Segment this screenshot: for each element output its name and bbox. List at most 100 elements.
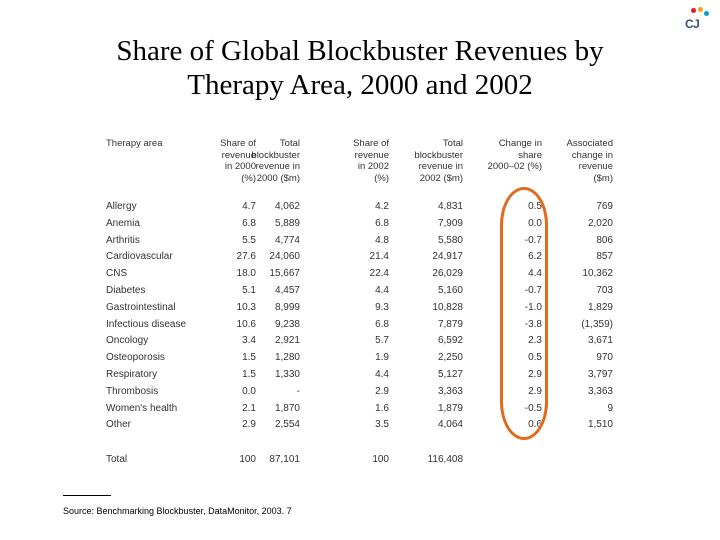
cell-revenue-2000: 8,999 [274, 301, 300, 313]
cell-share-2002: 5.7 [375, 335, 389, 347]
cell-change-in-share: 2.9 [528, 369, 542, 380]
cell-share-2002: 3.5 [375, 419, 389, 431]
cell-share-2002: 9.3 [375, 301, 389, 313]
cell-share-2000: 3.4 [242, 335, 256, 347]
header-line: Share of [353, 138, 389, 149]
cell-revenue-2000: 1,330 [274, 369, 300, 380]
logo-text: CJ [685, 17, 700, 31]
cell-revenue-2002: 4,064 [437, 419, 463, 431]
cell-revenue-2000: 4,062 [274, 201, 300, 212]
cell-associated-change: 1,510 [587, 419, 613, 431]
title-line-2: Therapy Area, 2000 and 2002 [187, 69, 533, 101]
logo-dot-red [691, 8, 696, 13]
cell-share-2002: 6.8 [375, 318, 389, 330]
cell-share-2000: 100 [239, 454, 256, 465]
cell-share-2000: 2.1 [242, 402, 256, 414]
cell-share-2002: 6.8 [375, 217, 389, 229]
cell-revenue-2002: 1,879 [437, 402, 463, 414]
cell-revenue-2000: 24,060 [269, 251, 300, 263]
header-line: Associated [566, 138, 613, 149]
cell-share-2000: 5.1 [242, 285, 256, 296]
header-line: revenue in [255, 161, 300, 172]
cell-therapy-area: CNS [106, 268, 128, 280]
header-revenue-2000: Total blockbuster revenue in 2000 ($m) [251, 138, 300, 184]
cell-share-2002: 4.4 [375, 285, 389, 296]
cell-revenue-2002: 7,879 [437, 318, 463, 330]
header-line: blockbuster [414, 149, 463, 161]
header-line: revenue [221, 149, 256, 161]
header-line: (%) [241, 172, 256, 184]
cell-change-in-share: -3.8 [524, 318, 542, 330]
cell-revenue-2000: 5,889 [274, 217, 300, 229]
cell-share-2000: 1.5 [242, 369, 256, 380]
header-share-2002: Share of revenue in 2002 (%) [353, 138, 389, 184]
cell-associated-change: 9 [607, 402, 613, 414]
header-revenue-2002: Total blockbuster revenue in 2002 ($m) [414, 138, 463, 184]
header-line: revenue [354, 149, 389, 161]
cell-share-2000: 6.8 [242, 217, 256, 229]
cell-share-2000: 10.6 [236, 318, 256, 330]
header-line: change in [571, 149, 613, 161]
cell-revenue-2002: 2,250 [437, 352, 463, 364]
change-in-share-highlight-oval [500, 187, 548, 440]
header-line: revenue in [418, 161, 463, 172]
cell-revenue-2000: 4,774 [274, 234, 300, 246]
header-line: in 2002 [357, 161, 389, 172]
cell-revenue-2002: 7,909 [437, 217, 463, 229]
cell-therapy-area: Other [106, 419, 132, 431]
cell-revenue-2002: 24,917 [432, 251, 463, 263]
cell-revenue-2002: 6,592 [437, 335, 463, 347]
cell-revenue-2002: 5,580 [437, 234, 463, 246]
header-line: in 2000 [224, 161, 256, 172]
cell-therapy-area: Oncology [106, 335, 149, 347]
cell-revenue-2000: 9,238 [274, 318, 300, 330]
cell-share-2002: 2.9 [375, 385, 389, 397]
logo-dot-orange [698, 7, 703, 12]
header-change-in-share: Change in share 2000–02 (%) [488, 138, 542, 173]
cell-associated-change: 3,797 [587, 369, 613, 380]
cell-share-2000: 2.9 [242, 419, 256, 431]
header-line: Share of [220, 138, 256, 149]
cell-associated-change: 3,671 [587, 335, 613, 347]
footnote-rule [63, 495, 111, 496]
logo-dot-blue [704, 11, 709, 16]
cell-share-2002: 4.8 [375, 234, 389, 246]
cell-revenue-2000: 87,101 [269, 454, 300, 465]
cell-share-2002: 4.4 [375, 369, 389, 380]
cell-revenue-2002: 116,408 [427, 454, 463, 465]
cell-share-2000: 0.0 [242, 385, 256, 397]
cell-associated-change: 769 [596, 201, 613, 212]
cell-share-2000: 10.3 [236, 301, 256, 313]
cell-therapy-area: Cardiovascular [106, 251, 173, 263]
cell-revenue-2000: 15,667 [269, 268, 300, 280]
cell-revenue-2002: 5,160 [437, 285, 463, 296]
cell-revenue-2000: 4,457 [274, 285, 300, 296]
cell-therapy-area: Anemia [106, 217, 140, 229]
cell-share-2000: 27.6 [236, 251, 256, 263]
cell-share-2000: 5.5 [242, 234, 256, 246]
header-line: blockbuster [251, 149, 300, 161]
header-line: (%) [374, 172, 389, 184]
cell-associated-change: 10,362 [582, 268, 613, 280]
cell-change-in-share: 2.9 [528, 385, 542, 397]
source-note: Source: Benchmarking Blockbuster, DataMo… [63, 506, 292, 516]
cell-therapy-area: Thrombosis [106, 385, 159, 397]
cell-share-2002: 100 [372, 454, 389, 465]
cell-change-in-share: -0.7 [524, 285, 542, 296]
cell-share-2002: 1.9 [375, 352, 389, 364]
cell-change-in-share: 2.3 [528, 335, 542, 347]
cell-change-in-share: -0.7 [524, 234, 542, 246]
cell-share-2002: 21.4 [369, 251, 389, 263]
header-line: Total [442, 138, 463, 149]
cell-share-2000: 18.0 [236, 268, 256, 280]
cell-therapy-area: Diabetes [106, 285, 146, 296]
header-line: Total [279, 138, 300, 149]
cj-logo: CJ [683, 6, 715, 36]
cell-change-in-share: 0.5 [528, 352, 542, 364]
header-line: 2002 ($m) [419, 172, 463, 184]
cell-therapy-area: Infectious disease [106, 318, 187, 330]
header-line: share [518, 149, 542, 161]
cell-revenue-2002: 3,363 [437, 385, 463, 397]
cell-associated-change: 857 [596, 251, 613, 263]
